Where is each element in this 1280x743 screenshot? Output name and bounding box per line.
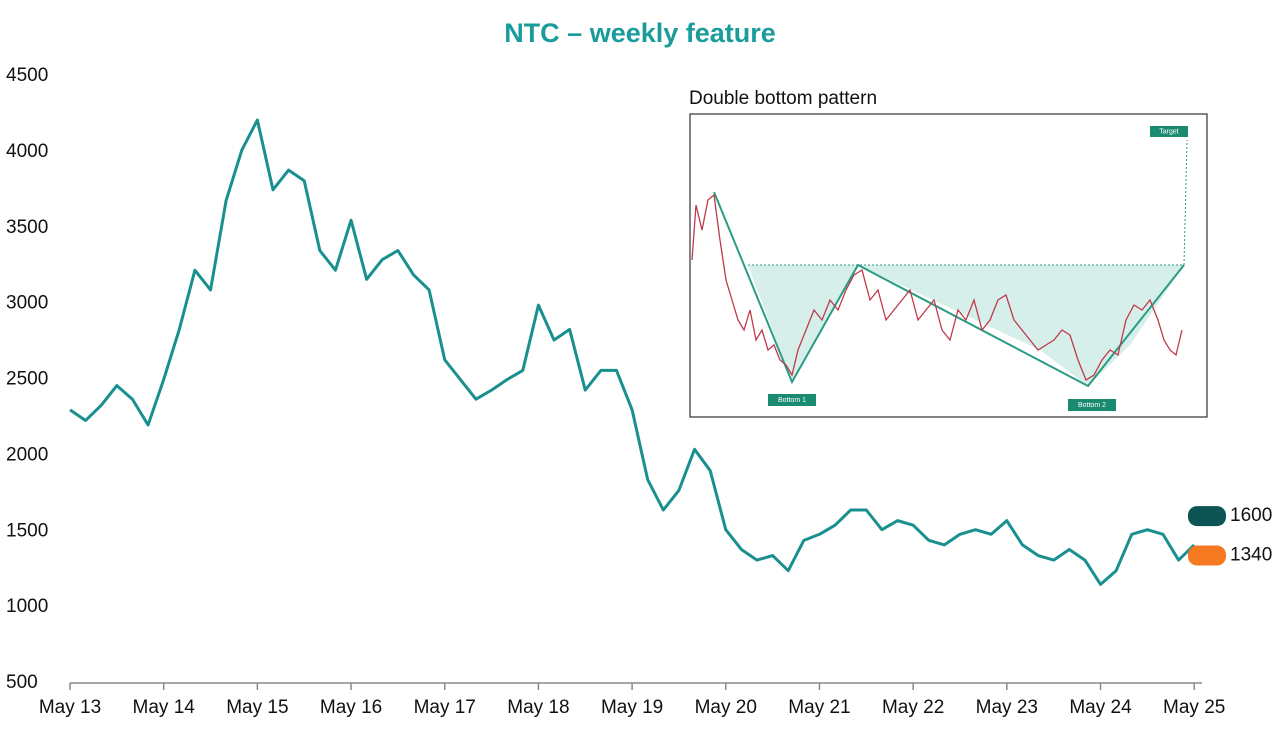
bottom2-label: Bottom 2 [1078, 402, 1106, 409]
x-tick-label: May 16 [320, 697, 382, 718]
x-tick-label: May 15 [226, 697, 288, 718]
inset-title: Double bottom pattern [689, 88, 877, 109]
y-tick-label: 4000 [6, 141, 48, 162]
x-tick-label: May 21 [788, 697, 850, 718]
x-tick-label: May 14 [133, 697, 196, 718]
inset: Double bottom pattern Target Bottom 1 Bo… [689, 88, 1208, 418]
y-tick-label: 4500 [6, 65, 48, 86]
bottom1-label: Bottom 1 [778, 397, 806, 404]
x-tick-label: May 22 [882, 697, 944, 718]
inset-price [691, 193, 1183, 381]
y-tick-label: 1000 [6, 596, 48, 617]
y-tick-label: 1500 [6, 520, 48, 541]
chart-title: NTC – weekly feature [504, 18, 776, 48]
y-tick-label: 500 [6, 672, 38, 693]
x-tick-label: May 17 [414, 697, 476, 718]
bottom1-tag [768, 394, 816, 406]
x-tick-label: May 13 [39, 697, 101, 718]
price-line [69, 118, 1196, 586]
y-tick-label: 2500 [6, 369, 48, 390]
pattern-area [748, 265, 1184, 386]
y-tick-label: 2000 [6, 444, 48, 465]
target-line [1183, 139, 1188, 266]
level-label: 1600 [1230, 505, 1272, 526]
target-tag [1150, 126, 1188, 137]
x-tick-label: May 23 [976, 697, 1038, 718]
y-tick-label: 3500 [6, 217, 48, 238]
x-tick-label: May 24 [1069, 697, 1132, 718]
level-label: 1340 [1230, 545, 1272, 566]
y-tick-label: 3000 [6, 293, 48, 314]
bottom2-tag [1068, 399, 1116, 411]
level-marker [1188, 506, 1226, 527]
x-tick-label: May 18 [507, 697, 569, 718]
x-tick-label: May 20 [695, 697, 757, 718]
target-label: Target [1159, 128, 1179, 135]
level-marker [1188, 545, 1226, 566]
x-tick-label: May 19 [601, 697, 663, 718]
x-tick-label: May 25 [1163, 697, 1225, 718]
